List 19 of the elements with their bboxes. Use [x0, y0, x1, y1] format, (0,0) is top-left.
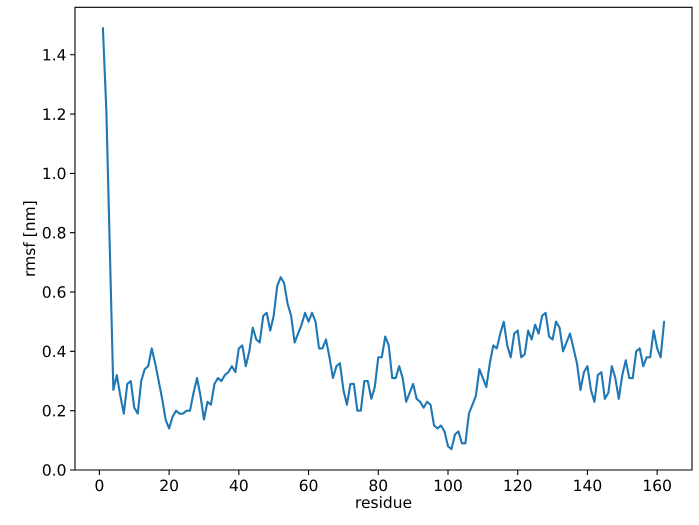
y-tick-label: 1.2 [44, 108, 65, 120]
y-tick-label: 0.2 [42, 404, 65, 417]
y-tick-label: 1.4 [44, 49, 66, 60]
x-tick-label: 100 [434, 480, 462, 492]
y-tick-label: 0.6 [42, 286, 66, 298]
y-tick-label: 0.0 [42, 464, 66, 476]
x-tick-label: 20 [160, 480, 178, 492]
x-axis-title: residue [356, 496, 412, 508]
y-tick-label: 0.8 [42, 226, 66, 239]
x-tick-label: 120 [504, 480, 532, 492]
y-axis-title: rmsf [nm] [23, 202, 37, 276]
x-tick-label: 0 [95, 480, 104, 492]
y-tick-label: 1.0 [44, 168, 66, 180]
x-tick-label: 160 [644, 480, 671, 492]
x-tick-label: 40 [230, 480, 248, 492]
x-tick-label: 140 [574, 480, 602, 492]
x-tick-label: 60 [300, 480, 318, 492]
y-tick-label: 0.4 [42, 346, 66, 358]
x-tick-label: 80 [369, 480, 388, 492]
